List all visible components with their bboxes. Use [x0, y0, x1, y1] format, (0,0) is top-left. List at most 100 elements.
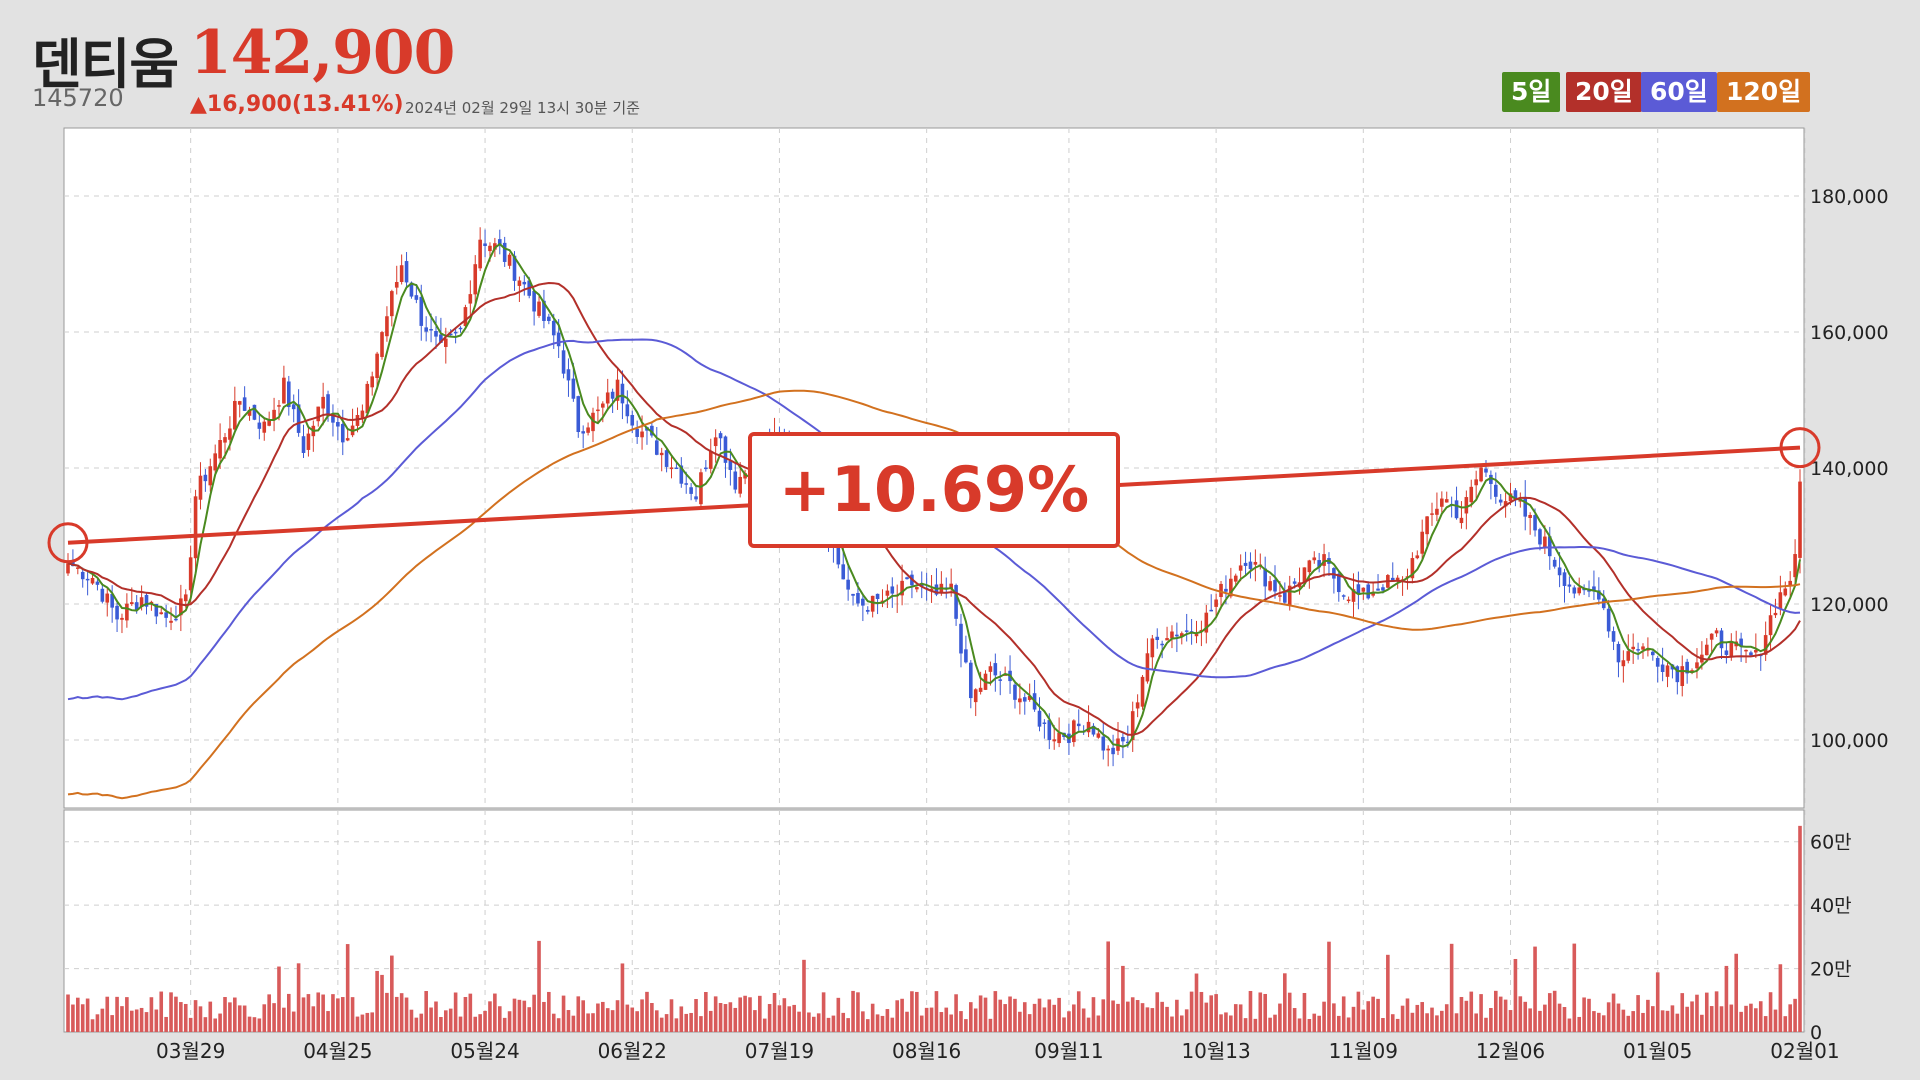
volume-bar	[772, 993, 777, 1032]
volume-bar	[959, 1011, 963, 1032]
volume-bar	[1493, 990, 1498, 1032]
volume-bar	[1636, 995, 1640, 1032]
volume-bar	[826, 1017, 831, 1032]
volume-bar	[811, 1016, 816, 1032]
volume-bar	[1763, 1016, 1768, 1032]
candle	[1145, 653, 1150, 682]
candle	[566, 369, 571, 381]
candle	[1179, 633, 1184, 637]
volume-bar	[321, 994, 325, 1032]
volume-bar	[483, 1010, 487, 1032]
candle	[1744, 649, 1748, 652]
volume-bar	[542, 1001, 546, 1032]
volume-bar	[654, 1010, 659, 1032]
volume-bar	[905, 1011, 909, 1032]
candle	[502, 242, 507, 262]
legend-ma20[interactable]: 20일	[1566, 72, 1642, 112]
ma-line	[67, 281, 1801, 736]
volume-bar	[1013, 998, 1017, 1032]
candle	[1714, 630, 1719, 634]
candle	[1336, 573, 1341, 593]
candle	[1749, 652, 1753, 656]
volume-bar	[1557, 1003, 1562, 1032]
x-tick-label: 05월24	[450, 1039, 519, 1063]
candle	[993, 663, 998, 676]
candle	[1464, 497, 1469, 514]
candle	[1611, 631, 1616, 642]
volume-bar	[1518, 996, 1523, 1032]
volume-bar	[1130, 997, 1135, 1032]
volume-bar	[1695, 994, 1699, 1032]
candle	[296, 404, 301, 433]
volume-bar	[973, 1008, 978, 1032]
volume-bar	[591, 1013, 595, 1032]
x-tick-label: 04월25	[303, 1039, 372, 1063]
candle	[836, 544, 841, 565]
volume-bar	[1651, 1006, 1655, 1032]
volume-bar	[1768, 992, 1773, 1032]
candle	[434, 331, 438, 337]
candle	[1381, 587, 1385, 591]
candle	[115, 605, 119, 620]
candle	[718, 433, 723, 439]
candle	[689, 487, 693, 494]
legend-ma120[interactable]: 120일	[1717, 72, 1811, 112]
volume-bar	[1498, 996, 1503, 1032]
candle	[988, 666, 993, 672]
candle	[1135, 702, 1140, 709]
volume-bar	[551, 1013, 556, 1032]
candle	[733, 471, 738, 490]
legend-ma60[interactable]: 60일	[1641, 72, 1717, 112]
candle	[1003, 674, 1007, 676]
candle	[66, 563, 70, 574]
volume-bar	[125, 997, 129, 1032]
candle	[1508, 493, 1513, 502]
volume-bar	[615, 1000, 620, 1032]
candle	[1366, 584, 1371, 599]
candle	[1268, 581, 1272, 591]
volume-bar	[198, 1006, 203, 1032]
candle	[1214, 599, 1218, 607]
volume-bar	[399, 993, 404, 1032]
volume-bar	[1744, 1005, 1748, 1032]
volume-bar	[816, 1013, 821, 1032]
candle	[865, 609, 870, 612]
candle	[1513, 490, 1518, 501]
volume-bar	[1027, 1014, 1032, 1032]
candle	[1533, 515, 1537, 531]
volume-bar	[247, 1016, 252, 1032]
candle	[1322, 554, 1326, 566]
volume-bar	[674, 1018, 679, 1032]
volume-bar	[1631, 1011, 1635, 1032]
volume-bar	[1312, 1013, 1317, 1032]
volume-bar	[100, 1008, 105, 1032]
volume-bar	[1592, 1011, 1596, 1032]
volume-bar	[213, 1018, 217, 1032]
volume-bar	[885, 1009, 890, 1032]
candle	[900, 580, 904, 596]
candle	[1498, 499, 1503, 503]
volume-bar	[964, 1019, 968, 1032]
volume-bar	[1322, 1001, 1326, 1032]
volume-bar	[394, 996, 399, 1032]
volume-bar	[1719, 1006, 1724, 1032]
candle	[218, 440, 222, 459]
volume-bar	[1155, 992, 1160, 1032]
candle	[1788, 580, 1792, 587]
legend-ma5[interactable]: 5일	[1502, 72, 1561, 112]
volume-bar	[1474, 1013, 1478, 1032]
candle	[262, 421, 267, 433]
volume-bar	[1356, 991, 1361, 1032]
volume-bar	[934, 991, 939, 1032]
volume-bar	[1680, 993, 1685, 1032]
candle	[841, 564, 846, 580]
candle	[1130, 711, 1135, 741]
candle	[139, 597, 144, 608]
candle	[1651, 651, 1655, 656]
volume-bar	[841, 1012, 846, 1032]
volume-bar	[1606, 1002, 1611, 1032]
candle	[1444, 499, 1449, 503]
volume-bar	[517, 999, 522, 1032]
candle	[1454, 500, 1459, 519]
volume-bar	[1714, 991, 1719, 1032]
